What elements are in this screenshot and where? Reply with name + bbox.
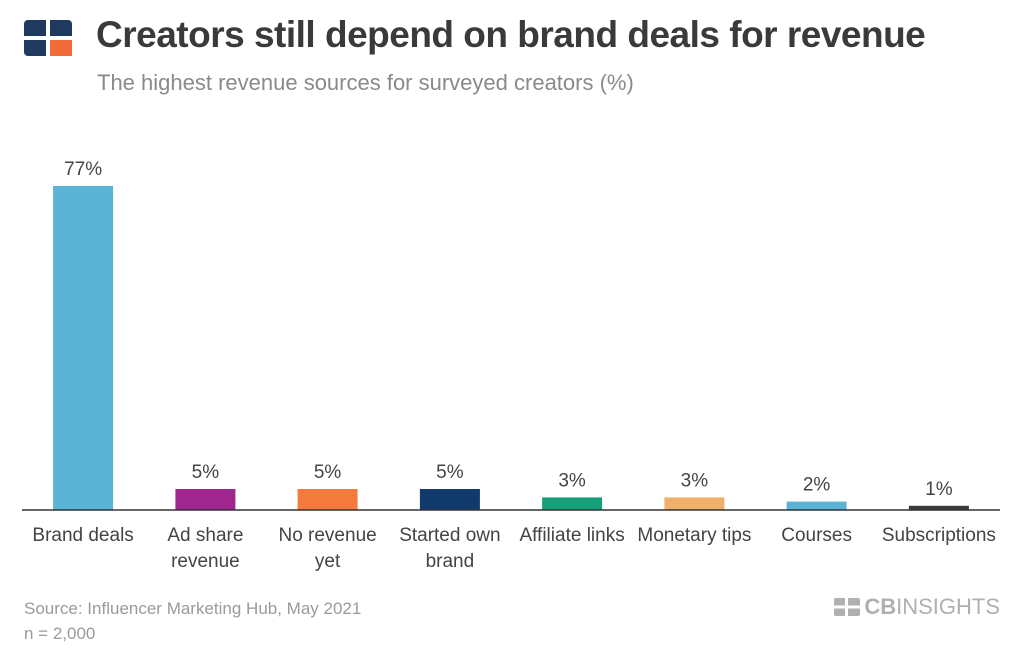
category-label: Started own [399,525,500,546]
source-note: Source: Influencer Marketing Hub, May 20… [24,599,362,618]
category-label: Monetary tips [637,525,751,546]
cb-insights-brand: CBINSIGHTS [834,594,1000,620]
bar-value-label: 77% [64,159,102,180]
bar [53,186,114,510]
bar-value-label: 5% [436,462,464,483]
category-label: Subscriptions [882,525,996,546]
chart-subtitle: The highest revenue sources for surveyed… [97,70,634,95]
category-label: revenue [171,551,240,572]
bar-value-label: 2% [803,475,831,496]
sample-size-note: n = 2,000 [24,624,96,643]
cb-insights-logo-icon [24,20,72,56]
bar [908,505,969,510]
category-label: Ad share [167,525,243,546]
bar [786,501,847,510]
category-label: Brand deals [32,525,133,546]
category-label: No revenue [278,525,376,546]
bar-value-label: 5% [192,462,220,483]
cb-insights-mark-icon [834,598,861,616]
bar-value-label: 1% [925,479,953,500]
bar-value-label: 5% [314,462,342,483]
bar [419,489,480,510]
bar-value-label: 3% [558,470,586,491]
brand-wordmark: CBINSIGHTS [864,594,1000,620]
bar [175,489,236,510]
brand-wordmark-rest: INSIGHTS [896,594,1000,619]
bar-value-label: 3% [681,470,709,491]
chart-title: Creators still depend on brand deals for… [96,14,926,55]
category-label: yet [315,551,341,572]
category-label: Affiliate links [519,525,624,546]
brand-wordmark-bold: CB [864,594,897,619]
category-label: brand [426,551,475,572]
bar [297,489,358,510]
category-label: Courses [781,525,852,546]
bar [664,497,725,510]
bar [542,497,603,510]
